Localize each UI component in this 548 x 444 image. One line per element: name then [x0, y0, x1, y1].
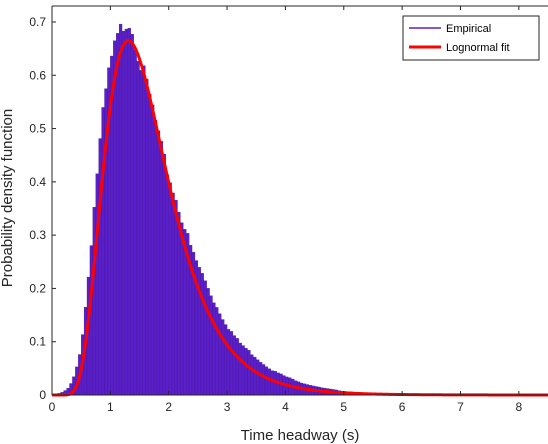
histogram-bar [264, 366, 269, 396]
histogram-bar [206, 288, 210, 396]
x-tick-label: 1 [107, 400, 114, 414]
histogram-bar [223, 324, 228, 396]
x-tick-label: 8 [515, 400, 522, 414]
histogram-bar [118, 23, 123, 396]
histogram-bar [113, 40, 117, 396]
histogram-bar [253, 356, 257, 396]
histogram-bar [212, 302, 216, 396]
histogram-bar [247, 350, 251, 396]
histogram-bar [267, 368, 271, 396]
y-axis-label: Probability density function [0, 109, 16, 287]
x-ticks: 0 1 2 3 4 5 6 7 8 [49, 6, 522, 414]
histogram-bar [151, 104, 155, 396]
histogram-bar [92, 207, 96, 396]
histogram-bar [139, 70, 143, 396]
histogram-bar [168, 182, 172, 396]
legend-label-fit: Lognormal fit [446, 42, 510, 54]
histogram-bar [215, 307, 219, 396]
axes [51, 5, 548, 396]
histogram-bar [148, 93, 152, 396]
histogram-bar [124, 28, 129, 396]
x-tick-label: 2 [165, 400, 172, 414]
x-tick-label: 4 [282, 400, 289, 414]
histogram-bar [156, 130, 161, 396]
y-tick-label: 0.2 [29, 281, 46, 295]
histogram-bar [142, 65, 146, 396]
histogram-bar [218, 313, 222, 396]
histogram-bar [116, 33, 120, 396]
x-tick-label: 7 [457, 400, 464, 414]
histogram-bar [232, 335, 236, 396]
histogram-bar [235, 338, 239, 396]
histogram-bar [244, 348, 248, 396]
y-tick-label: 0.6 [29, 68, 46, 82]
histogram-bar [241, 345, 245, 396]
legend: Empirical Lognormal fit [402, 15, 540, 61]
y-tick-label: 0.7 [29, 15, 46, 29]
histogram-bar [165, 174, 169, 396]
legend-label-empirical: Empirical [446, 23, 491, 35]
histogram-bar [159, 141, 164, 396]
histogram-bar [133, 49, 137, 396]
histogram-bar [145, 79, 149, 396]
y-tick-label: 0.1 [29, 335, 46, 349]
x-tick-label: 0 [49, 400, 56, 414]
histogram-bar [162, 153, 166, 396]
y-ticks: 0 0.1 0.2 0.3 0.4 0.5 0.6 0.7 [29, 15, 56, 402]
x-axis-label: Time headway (s) [241, 427, 360, 444]
x-tick-label: 6 [399, 400, 406, 414]
histogram-bar [171, 192, 175, 396]
histogram-bar [226, 329, 231, 396]
y-tick-label: 0 [39, 388, 46, 402]
histogram-bar [130, 34, 134, 396]
histogram-bar [270, 370, 274, 396]
y-tick-label: 0.3 [29, 228, 46, 242]
histogram-bar [153, 120, 158, 396]
histogram-bar [121, 30, 126, 396]
histogram-bar [174, 200, 178, 396]
histogram-bar [180, 222, 184, 396]
histogram-bar [127, 28, 131, 396]
histogram-bar [258, 362, 263, 396]
histogram-bar [256, 359, 260, 396]
x-tick-label: 3 [224, 400, 231, 414]
histogram-bar [136, 61, 140, 396]
histogram-bar [229, 331, 234, 396]
histogram-bar [203, 280, 207, 396]
histogram-bar [261, 364, 266, 396]
histogram-bar [238, 342, 242, 396]
histogram-bar [209, 295, 213, 396]
y-tick-label: 0.5 [29, 122, 46, 136]
histogram-bar [221, 319, 225, 396]
histogram-bar [177, 212, 181, 396]
legend-box [402, 15, 540, 61]
histogram-bar [250, 354, 254, 396]
histogram-bar [200, 273, 204, 396]
x-tick-label: 5 [340, 400, 347, 414]
y-tick-label: 0.4 [29, 175, 46, 189]
